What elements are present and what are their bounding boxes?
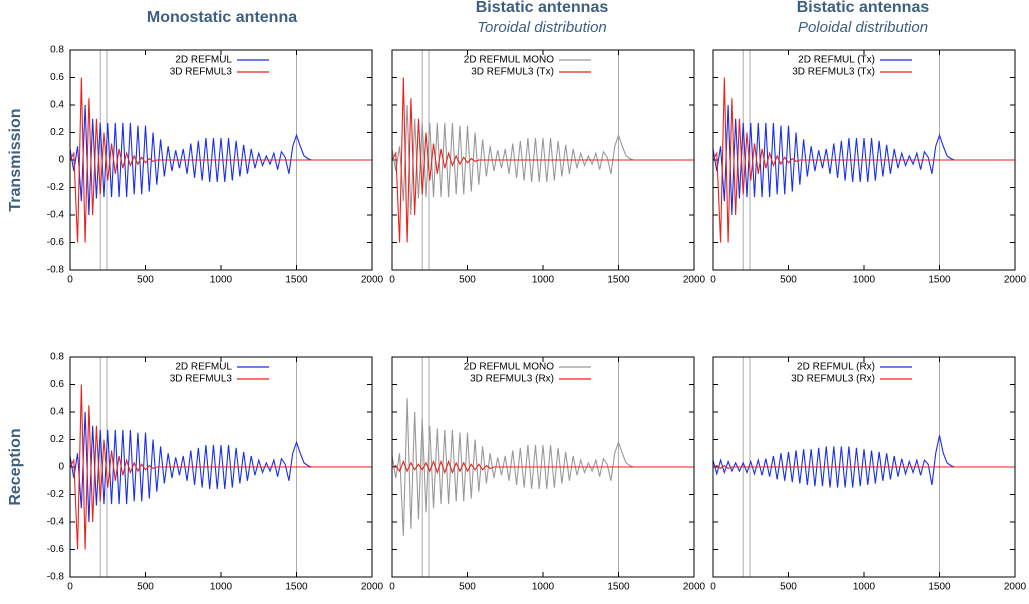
plot-frame (712, 356, 1016, 578)
x-tick-label: 1500 (285, 582, 308, 593)
x-tick-label: 500 (137, 275, 154, 286)
legend-label: 3D REFMUL3 (170, 374, 233, 385)
series-line (69, 104, 372, 216)
y-tick-label: -0.2 (47, 182, 65, 193)
plot-frame (391, 356, 695, 578)
column-title: Monostatic antenna (147, 9, 297, 26)
x-tick-label: 0 (389, 275, 395, 286)
x-tick-label: 500 (780, 275, 797, 286)
legend-label: 3D REFMUL3 (Tx) (471, 67, 554, 78)
x-tick-label: 0 (67, 275, 73, 286)
row-label: Transmission (7, 108, 24, 211)
x-tick-label: 1000 (853, 582, 876, 593)
y-tick-label: -0.6 (47, 544, 65, 555)
y-tick-label: 0 (58, 155, 64, 166)
x-tick-label: 0 (389, 582, 395, 593)
plot-frame (69, 49, 373, 271)
x-tick-label: 1500 (607, 275, 630, 286)
row-label: Reception (7, 428, 24, 505)
y-tick-label: 0.4 (50, 407, 64, 418)
x-tick-label: 1500 (928, 275, 951, 286)
x-tick-label: 2000 (361, 582, 384, 593)
x-tick-label: 1000 (532, 275, 555, 286)
legend-label: 2D REFMUL (175, 55, 232, 66)
legend-label: 3D REFMUL3 (Rx) (470, 374, 554, 385)
plot-frame (712, 49, 1016, 271)
x-tick-label: 2000 (1004, 275, 1027, 286)
x-tick-label: 0 (710, 582, 716, 593)
column-title: Bistatic antennas (476, 0, 609, 16)
y-tick-label: -0.4 (47, 210, 65, 221)
x-tick-label: 1000 (210, 275, 233, 286)
legend-label: 3D REFMUL3 (Rx) (791, 374, 875, 385)
x-tick-label: 500 (459, 275, 476, 286)
legend-label: 2D REFMUL (Rx) (797, 362, 875, 373)
x-tick-label: 0 (67, 582, 73, 593)
x-tick-label: 0 (710, 275, 716, 286)
x-tick-label: 2000 (361, 275, 384, 286)
y-tick-label: -0.8 (47, 572, 65, 583)
series-line (69, 77, 372, 243)
x-tick-label: 500 (780, 582, 797, 593)
y-tick-label: 0.6 (50, 72, 64, 83)
series-line (391, 77, 694, 243)
y-tick-label: 0.2 (50, 434, 64, 445)
y-tick-label: 0 (58, 462, 64, 473)
legend-label: 2D REFMUL (175, 362, 232, 373)
y-tick-label: -0.2 (47, 489, 65, 500)
x-tick-label: 500 (137, 582, 154, 593)
series-line (391, 459, 694, 475)
x-tick-label: 1000 (853, 275, 876, 286)
x-tick-label: 1500 (607, 582, 630, 593)
y-tick-label: 0.2 (50, 127, 64, 138)
legend-label: 2D REFMUL MONO (464, 55, 554, 66)
legend-label: 2D REFMUL MONO (464, 362, 554, 373)
y-tick-label: 0.6 (50, 379, 64, 390)
legend-label: 3D REFMUL3 (170, 67, 233, 78)
x-tick-label: 1000 (532, 582, 555, 593)
y-tick-label: -0.8 (47, 265, 65, 276)
plot-frame (391, 49, 695, 271)
legend-label: 2D REFMUL (Tx) (798, 55, 875, 66)
series-line (712, 104, 1015, 216)
column-subtitle: Toroidal distribution (477, 19, 607, 36)
column-subtitle: Poloidal distribution (798, 19, 928, 36)
x-tick-label: 2000 (683, 582, 706, 593)
x-tick-label: 1500 (928, 582, 951, 593)
x-tick-label: 2000 (1004, 582, 1027, 593)
legend-label: 3D REFMUL3 (Tx) (792, 67, 875, 78)
y-tick-label: 0.8 (50, 352, 64, 363)
y-tick-label: 0.4 (50, 100, 64, 111)
y-tick-label: 0.8 (50, 45, 64, 56)
y-tick-label: -0.6 (47, 237, 65, 248)
x-tick-label: 1000 (210, 582, 233, 593)
x-tick-label: 1500 (285, 275, 308, 286)
series-line (712, 464, 1015, 470)
y-tick-label: -0.4 (47, 517, 65, 528)
series-line (712, 77, 1015, 243)
series-line (712, 435, 1015, 488)
series-line (69, 384, 372, 550)
series-line (69, 411, 372, 523)
x-tick-label: 2000 (683, 275, 706, 286)
series-line (391, 104, 694, 216)
x-tick-label: 500 (459, 582, 476, 593)
plot-frame (69, 356, 373, 578)
column-title: Bistatic antennas (797, 0, 930, 16)
series-line (391, 398, 694, 536)
